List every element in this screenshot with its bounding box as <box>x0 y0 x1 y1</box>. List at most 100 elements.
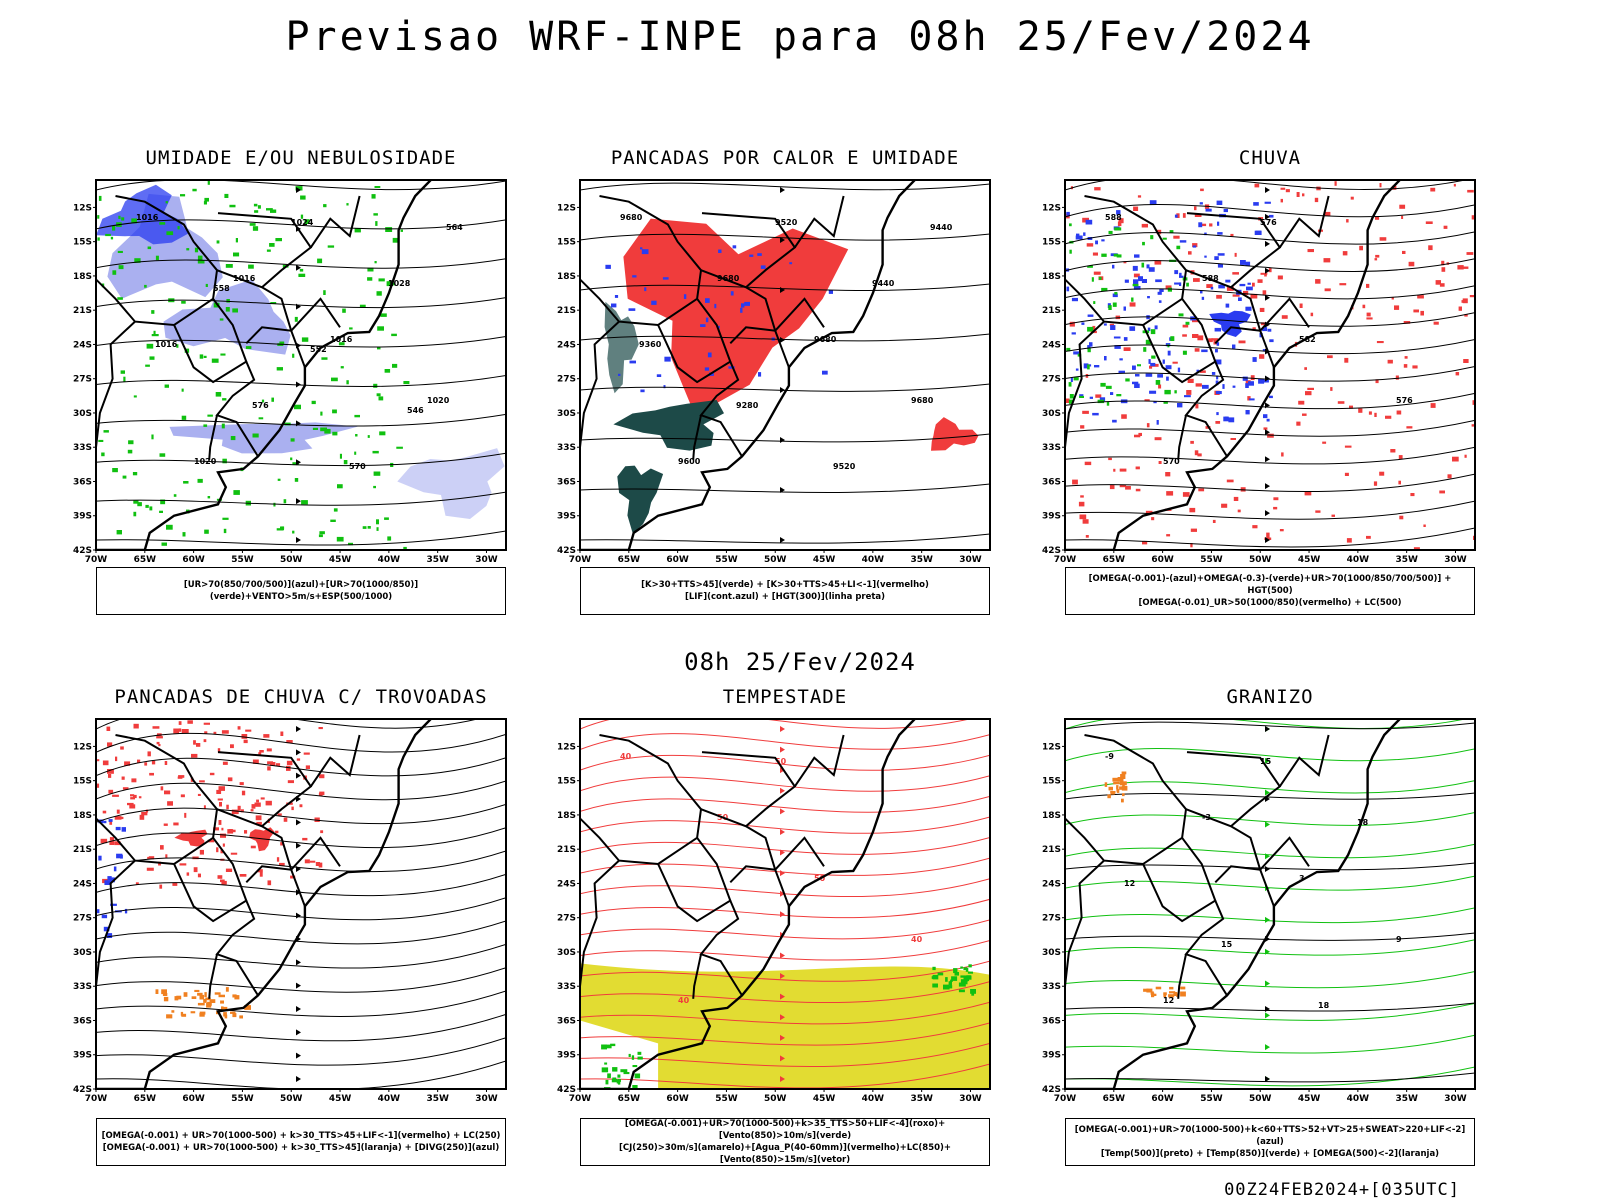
field-speck <box>1216 342 1220 346</box>
field-speck <box>1307 387 1314 390</box>
field-speck <box>1238 297 1242 301</box>
streamline-arrow <box>1265 757 1270 764</box>
field-speck <box>155 255 159 261</box>
streamline <box>96 990 506 1017</box>
field-speck <box>112 794 119 797</box>
field-speck <box>1190 543 1193 548</box>
field-speck <box>239 1015 243 1019</box>
field-speck <box>1066 286 1070 292</box>
field-speck <box>1095 240 1098 245</box>
field-speck <box>193 740 196 745</box>
lon-label: 30W <box>959 555 982 565</box>
streamline-arrow <box>296 498 301 505</box>
streamline <box>1065 1072 1475 1083</box>
field-speck <box>240 809 244 813</box>
country-border <box>657 837 732 923</box>
contour-label: 3 <box>1299 874 1305 883</box>
field-speck <box>1190 528 1197 532</box>
field-speck <box>387 536 392 541</box>
contour-label: 1028 <box>388 279 411 288</box>
country-border <box>1278 195 1330 248</box>
country-border <box>774 869 790 907</box>
field-speck <box>1457 265 1464 270</box>
legend-line: [OMEGA(-0.001)+UR>70(1000-500)+k<60+TTS>… <box>1074 1125 1466 1147</box>
panel-title-pancadas-calor: PANCADAS POR CALOR E UMIDADE <box>610 147 960 169</box>
lat-label: 24S <box>557 879 576 889</box>
lat-label: 27S <box>73 914 92 924</box>
field-speck <box>207 180 210 185</box>
legend-umidade: [UR>70(850/700/500)](azul)+[UR>70(1000/8… <box>96 567 506 615</box>
streamline <box>1065 419 1475 437</box>
field-speck <box>937 972 944 976</box>
country-border <box>173 837 248 923</box>
field-speck <box>1082 217 1089 223</box>
field-speck <box>1209 223 1213 227</box>
field-speck <box>373 213 378 216</box>
lon-label: 55W <box>1200 555 1223 565</box>
map-frame <box>95 718 507 1090</box>
field-speck <box>1129 302 1136 307</box>
field-speck <box>280 842 284 846</box>
field-speck <box>98 819 104 824</box>
streamline-arrow <box>1265 510 1270 517</box>
field-speck <box>124 761 131 766</box>
field-speck <box>1080 495 1084 498</box>
field-speck <box>1079 514 1087 520</box>
lon-label: 40W <box>1347 1094 1370 1104</box>
field-speck <box>137 502 142 507</box>
field-speck <box>958 989 965 993</box>
field-speck <box>100 838 108 844</box>
country-border <box>1185 269 1262 345</box>
field-speck <box>372 450 379 454</box>
streamline-arrow <box>1265 456 1270 463</box>
field-speck <box>144 762 148 766</box>
field-speck <box>1082 519 1089 524</box>
field-speck <box>1154 260 1162 265</box>
field-speck <box>108 789 114 794</box>
field-speck <box>224 1014 228 1019</box>
field-speck <box>267 766 271 771</box>
streamline-arrow <box>780 187 785 193</box>
lat-label: 36S <box>73 477 92 487</box>
lon-label: 60W <box>666 555 689 565</box>
contour-label: 40 <box>911 935 923 944</box>
field-speck <box>1296 421 1301 426</box>
field-speck <box>662 277 669 280</box>
field-speck <box>280 526 285 530</box>
field-speck <box>1069 223 1072 227</box>
field-speck <box>1443 225 1448 229</box>
field-speck <box>1158 300 1162 303</box>
field-speck <box>1104 782 1108 787</box>
field-speck <box>1174 390 1177 394</box>
field-speck <box>1174 214 1178 218</box>
field-speck <box>1108 786 1113 791</box>
field-speck <box>1182 324 1189 328</box>
lat-label: 33S <box>73 443 92 453</box>
field-speck <box>1197 335 1204 341</box>
field-speck <box>302 837 308 841</box>
field-speck <box>339 453 342 459</box>
field-speck <box>1150 235 1154 240</box>
field-speck <box>276 857 280 862</box>
field-speck <box>1134 254 1140 258</box>
field-speck <box>1078 501 1085 507</box>
field-speck <box>1104 356 1107 361</box>
field-speck <box>374 261 377 264</box>
field-speck <box>241 734 248 739</box>
field-speck <box>1188 251 1192 255</box>
field-speck <box>186 248 190 251</box>
field-speck <box>601 1044 607 1050</box>
field-speck <box>1269 339 1274 343</box>
field-speck <box>1368 411 1372 415</box>
field-speck <box>1116 394 1122 397</box>
streamline-arrow <box>780 537 785 543</box>
field-speck <box>222 398 227 401</box>
streamline-arrow <box>296 889 301 896</box>
streamline-arrow <box>780 387 785 393</box>
field-speck <box>1082 410 1089 414</box>
field-speck <box>1107 794 1111 799</box>
contour-label: 1024 <box>291 218 314 227</box>
field-speck <box>181 388 184 392</box>
lat-label: 24S <box>1042 340 1061 350</box>
field-speck <box>1250 375 1255 381</box>
